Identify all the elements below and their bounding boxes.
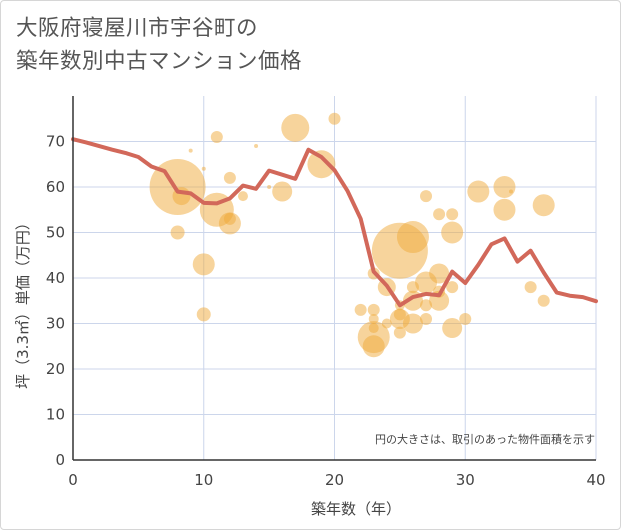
- y-tick-label: 30: [46, 315, 65, 333]
- x-tick-label: 40: [586, 471, 605, 489]
- bubble-point: [210, 130, 223, 143]
- chart-title-line-1: 大阪府寝屋川市宇谷町の: [16, 16, 259, 41]
- bubble-point: [201, 166, 206, 171]
- y-tick-label: 10: [46, 406, 65, 424]
- bubble-point: [420, 312, 433, 325]
- bubble-point: [493, 198, 516, 221]
- bubble-point: [272, 181, 293, 202]
- bubble-point: [509, 189, 514, 194]
- bubble-point: [459, 312, 472, 325]
- bubble-point: [367, 303, 380, 316]
- price-trend-line: [71, 137, 598, 308]
- bubble-point: [493, 176, 516, 198]
- bubble-point: [267, 185, 272, 189]
- bubble-point: [223, 171, 236, 184]
- bubble-point: [420, 190, 433, 203]
- bubble-point: [537, 294, 550, 307]
- bubble-point: [307, 150, 336, 179]
- grid: [73, 96, 597, 460]
- y-axis-title: 坪（3.3㎡）単価（万円）: [14, 215, 32, 389]
- y-tick-label: 70: [46, 133, 65, 151]
- bubble-point: [433, 208, 446, 221]
- bubble-point: [396, 221, 429, 254]
- bubble-point: [188, 148, 193, 153]
- bubble-point: [368, 323, 379, 334]
- line-layer: [71, 137, 598, 308]
- bubble-point: [442, 318, 463, 339]
- bubble-point: [524, 281, 537, 294]
- x-tick-label: 10: [194, 471, 213, 489]
- bubble-point: [192, 253, 215, 276]
- bubble-point: [532, 194, 555, 217]
- y-tick-label: 50: [46, 224, 65, 242]
- bubble-point: [467, 180, 490, 203]
- bubble-point: [223, 212, 236, 225]
- x-tick-label: 30: [456, 471, 475, 489]
- chart-title-line-2: 築年数別中古マンション価格: [16, 49, 303, 74]
- bubble-point: [446, 208, 459, 221]
- bubble-point: [368, 313, 379, 324]
- bubble-point: [441, 221, 464, 244]
- bubble-point: [354, 303, 367, 316]
- bubble-point: [170, 225, 185, 240]
- bubble-point: [406, 281, 419, 294]
- bubble-point: [362, 335, 385, 358]
- bubble-point: [254, 144, 259, 149]
- bubble-point: [429, 263, 450, 284]
- bubble-point: [381, 318, 392, 329]
- y-tick-label: 20: [46, 360, 65, 378]
- x-tick-label: 0: [68, 471, 78, 489]
- bubble-point: [281, 113, 310, 142]
- bubble-point: [328, 112, 341, 125]
- bubble-point: [446, 281, 459, 294]
- bubble-point: [196, 307, 211, 322]
- bubble-point: [420, 299, 433, 312]
- x-axis-title: 築年数（年）: [311, 500, 401, 518]
- bubble-layer: [149, 112, 555, 358]
- chart-title: 大阪府寝屋川市宇谷町の 築年数別中古マンション価格: [16, 12, 302, 78]
- bubble-point: [393, 308, 406, 321]
- size-note: 円の大きさは、取引のあった物件面積を示す: [375, 432, 595, 446]
- axes: 0 10 20 30 40 50 60 70 0 10 20 30 40: [46, 96, 606, 489]
- y-tick-label: 40: [46, 269, 65, 287]
- y-tick-label: 0: [55, 451, 65, 469]
- bubble-point: [402, 313, 423, 334]
- x-tick-label: 20: [325, 471, 344, 489]
- y-tick-label: 60: [46, 178, 65, 196]
- bubble-point: [237, 191, 248, 202]
- bubble-point: [393, 326, 406, 339]
